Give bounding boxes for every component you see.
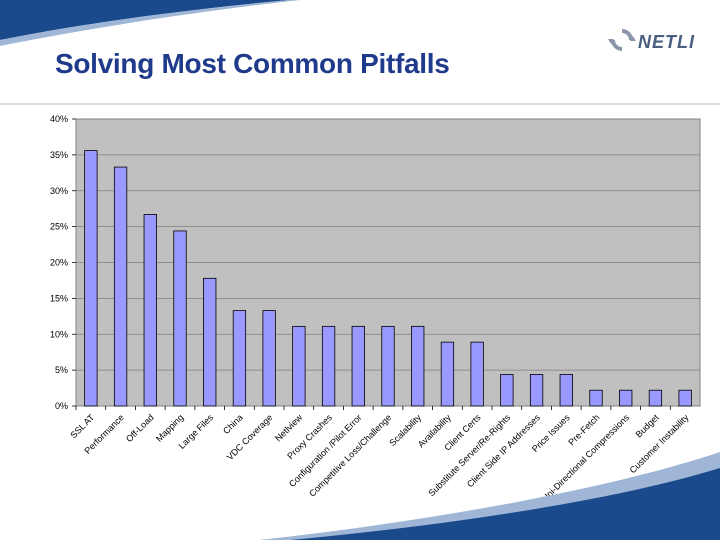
bar (203, 277, 217, 407)
bar (470, 341, 484, 407)
bar (381, 325, 395, 407)
header-swoosh (0, 0, 300, 46)
bar (143, 214, 157, 407)
bar (500, 374, 514, 407)
y-tick-label: 5% (55, 365, 68, 375)
y-tick-label: 10% (50, 329, 68, 339)
netli-logo: NETLI (608, 26, 720, 58)
y-tick-label: 30% (50, 186, 68, 196)
bar (351, 325, 365, 407)
x-category-label: China (221, 412, 245, 436)
bar (529, 374, 544, 407)
logo-text: NETLI (638, 32, 695, 52)
bar (232, 310, 247, 407)
bar (411, 325, 425, 407)
bar (173, 230, 187, 407)
bar (84, 150, 98, 407)
x-category-label: SSL AT (68, 412, 96, 440)
bar (262, 310, 276, 407)
bar (559, 374, 573, 407)
bar (619, 389, 633, 407)
y-tick-label: 0% (55, 401, 68, 411)
bar (678, 389, 692, 407)
bar (321, 325, 336, 407)
title-divider (0, 103, 720, 105)
slide-title: Solving Most Common Pitfalls (55, 48, 450, 79)
bar (648, 389, 663, 407)
footer-swoosh (260, 452, 720, 540)
bar (589, 389, 603, 407)
y-tick-label: 40% (50, 114, 68, 124)
logo-arrows-icon (608, 29, 636, 51)
y-tick-label: 15% (50, 293, 68, 303)
y-tick-label: 25% (50, 222, 68, 232)
bar (113, 166, 128, 407)
bar-chart: 0%5%10%15%20%25%30%35%40% SSL ATPerforma… (50, 114, 701, 504)
bar (440, 341, 455, 407)
bar (292, 325, 306, 407)
y-tick-label: 20% (50, 258, 68, 268)
y-tick-label: 35% (50, 150, 68, 160)
x-category-label: Budget (634, 412, 662, 440)
